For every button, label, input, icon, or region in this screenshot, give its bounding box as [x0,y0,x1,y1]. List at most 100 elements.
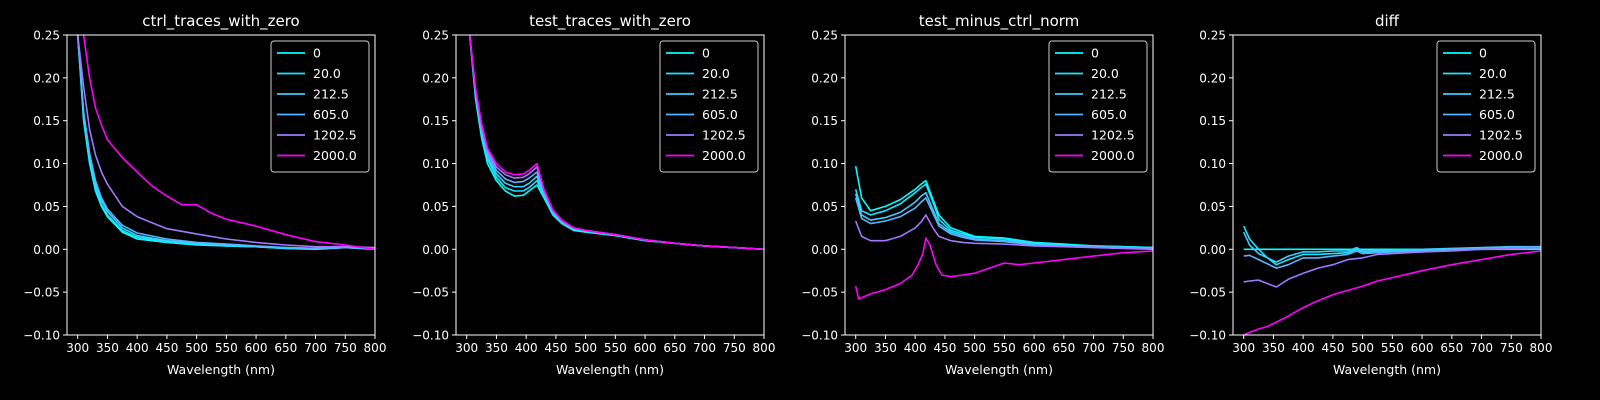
legend-label: 605.0 [702,107,738,122]
x-tick-label: 300 [844,341,867,355]
legend: 0 20.0 212.5 605.0 1202.5 2000.0 [1048,40,1148,173]
legend-label: 20.0 [1091,66,1119,81]
legend-label: 0 [313,46,321,61]
legend-label: 2000.0 [1091,148,1135,163]
y-tick-label: 0.20 [422,71,449,85]
series-line-4 [854,214,1153,251]
x-tick-label: 350 [96,341,119,355]
x-tick-label: 700 [1470,341,1493,355]
legend-label: 20.0 [702,66,730,81]
series-line-3 [1243,245,1541,269]
x-tick-label: 800 [753,341,776,355]
x-tick-label: 750 [1112,341,1135,355]
x-tick-label: 400 [904,341,927,355]
plot-frame [844,34,1154,336]
plot-frame [66,34,376,336]
x-tick-label: 500 [963,341,986,355]
x-tick-label: 350 [874,341,897,355]
y-tick-label: 0.05 [422,200,449,214]
y-tick-label: −0.10 [1189,329,1226,343]
legend-label: 1202.5 [702,128,746,143]
x-tick-label: 600 [1023,341,1046,355]
y-tick-label: 0.10 [33,157,60,171]
plot-frame [1232,34,1542,336]
subplot-4: diff Wavelength (nm) 300 350 400 450 500 550 6… [1189,12,1552,377]
y-tick-label: 0.20 [33,71,60,85]
x-tick-label: 350 [485,341,508,355]
plot-area [76,35,375,251]
series-line-4 [76,35,375,249]
x-tick-label: 550 [1381,341,1404,355]
x-tick-label: 350 [1262,341,1285,355]
plot-area [854,165,1153,300]
x-tick-label: 650 [274,341,297,355]
y-tick-label: −0.10 [23,329,60,343]
x-tick-label: 300 [1232,341,1255,355]
y-tick-label: 0.15 [33,114,60,128]
x-tick-label: 450 [933,341,956,355]
x-tick-label: 750 [1500,341,1523,355]
y-tick-label: 0.00 [33,243,60,257]
y-tick-label: 0.10 [1199,157,1226,171]
y-tick-label: −0.05 [801,286,838,300]
x-tick-label: 500 [185,341,208,355]
y-tick-label: 0.15 [1199,114,1226,128]
legend-label: 212.5 [702,87,738,102]
y-tick-label: 0.10 [811,157,838,171]
x-axis-label: Wavelength (nm) [556,362,664,377]
series-line-3 [76,35,375,250]
series-line-5 [1243,250,1541,335]
y-tick-label: −0.10 [412,329,449,343]
y-tick-label: 0.00 [422,243,449,257]
series-line-4 [1243,246,1541,288]
legend: 0 20.0 212.5 605.0 1202.5 2000.0 [270,40,370,173]
x-tick-label: 650 [1052,341,1075,355]
x-axis-label: Wavelength (nm) [167,362,275,377]
series-line-2 [1242,231,1541,263]
y-tick-label: 0.05 [1199,200,1226,214]
y-tick-label: 0.05 [811,200,838,214]
legend-label: 605.0 [1479,107,1515,122]
legend-label: 605.0 [313,107,349,122]
chart-title: test_minus_ctrl_norm [919,12,1080,31]
x-tick-label: 300 [66,341,89,355]
legend-label: 0 [1479,46,1487,61]
legend-label: 212.5 [313,87,349,102]
x-tick-label: 750 [723,341,746,355]
series-line-5 [82,35,375,251]
x-axis-label: Wavelength (nm) [945,362,1053,377]
legend-label: 2000.0 [702,148,746,163]
legend: 0 20.0 212.5 605.0 1202.5 2000.0 [659,40,759,173]
y-tick-label: 0.00 [1199,243,1226,257]
plot-area [468,35,764,251]
legend-label: 605.0 [1091,107,1127,122]
x-tick-label: 400 [126,341,149,355]
x-tick-label: 650 [1440,341,1463,355]
y-tick-label: 0.20 [811,71,838,85]
y-tick-label: 0.25 [33,29,60,43]
y-tick-label: −0.05 [412,286,449,300]
subplot-1: ctrl_traces_with_zero Wavelength (nm) 30… [23,12,386,377]
x-tick-label: 550 [215,341,238,355]
x-tick-label: 600 [245,341,268,355]
legend-label: 1202.5 [313,128,357,143]
x-tick-label: 700 [693,341,716,355]
legend-label: 212.5 [1479,87,1515,102]
series-line-5 [468,35,764,251]
x-tick-label: 400 [1292,341,1315,355]
x-tick-label: 700 [304,341,327,355]
legend-label: 0 [1091,46,1099,61]
legend-label: 20.0 [1479,66,1507,81]
x-tick-label: 550 [604,341,627,355]
x-tick-label: 450 [155,341,178,355]
y-tick-label: 0.25 [422,29,449,43]
y-tick-label: 0.25 [811,29,838,43]
y-tick-label: 0.05 [33,200,60,214]
x-tick-label: 300 [455,341,478,355]
x-tick-label: 800 [1142,341,1165,355]
x-axis-label: Wavelength (nm) [1333,362,1441,377]
y-tick-label: 0.15 [422,114,449,128]
plot-frame [455,34,765,336]
legend: 0 20.0 212.5 605.0 1202.5 2000.0 [1436,40,1536,173]
